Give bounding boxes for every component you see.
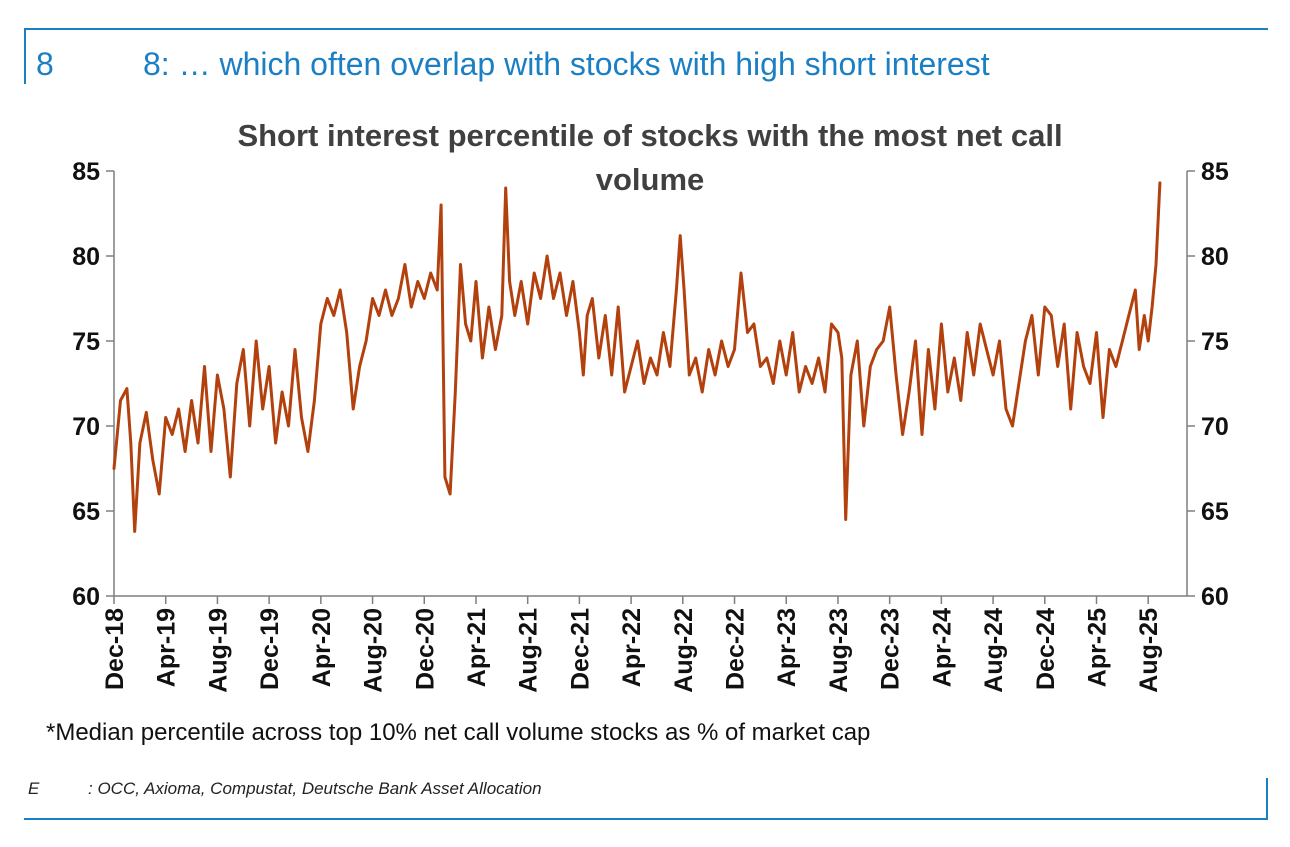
chart-title: Short interest percentile of stocks with… xyxy=(237,118,1062,197)
x-tick-label: Dec-23 xyxy=(877,608,905,690)
y-tick-label-right: 75 xyxy=(1201,328,1229,356)
figure-number: 8 xyxy=(36,46,54,82)
y-tick-label-right: 65 xyxy=(1201,498,1229,526)
header-top-rule xyxy=(24,28,1268,30)
figure-title: 8: … which often overlap with stocks wit… xyxy=(143,46,990,82)
chart-axes: 60 60 65 65 70 70 75 75 80 80 85 85 Dec-18 Apr-19 Aug-… xyxy=(72,158,1229,693)
x-tick-label: Apr-20 xyxy=(308,608,336,687)
y-tick-label-right: 70 xyxy=(1201,413,1229,441)
chart-title-line: Short interest percentile of stocks with… xyxy=(237,118,1062,153)
x-tick-label: Aug-25 xyxy=(1135,608,1163,693)
source-text: : OCC, Axioma, Compustat, Deutsche Bank … xyxy=(88,779,542,798)
series-line xyxy=(112,181,1162,533)
x-tick-label: Apr-24 xyxy=(928,608,956,687)
x-tick-label: Apr-21 xyxy=(463,608,491,687)
x-tick-label: Aug-24 xyxy=(980,608,1008,693)
x-tick-label: Apr-25 xyxy=(1084,608,1112,687)
y-tick-label-left: 80 xyxy=(72,243,100,271)
footer-right-rule xyxy=(1266,778,1268,820)
chart-series xyxy=(112,181,1162,533)
x-tick-label: Apr-22 xyxy=(618,608,646,687)
y-tick-label-left: 85 xyxy=(72,158,100,186)
x-tick-label: Aug-23 xyxy=(825,608,853,693)
x-tick-label: Dec-18 xyxy=(101,608,129,690)
y-tick-label-left: 70 xyxy=(72,413,100,441)
x-tick-label: Dec-20 xyxy=(411,608,439,690)
y-tick-label-left: 75 xyxy=(72,328,100,356)
y-tick-label-left: 60 xyxy=(72,583,100,611)
y-tick-label-right: 85 xyxy=(1201,158,1229,186)
x-tick-label: Apr-19 xyxy=(153,608,181,687)
x-tick-label: Dec-24 xyxy=(1032,608,1060,690)
footer-bottom-rule xyxy=(24,818,1268,820)
x-tick-label: Aug-19 xyxy=(204,608,232,693)
x-tick-label: Dec-19 xyxy=(256,608,284,690)
x-tick-label: Apr-23 xyxy=(773,608,801,687)
chart-footnote: *Median percentile across top 10% net ca… xyxy=(46,719,871,746)
x-tick-label: Dec-22 xyxy=(722,608,750,690)
x-tick-label: Aug-22 xyxy=(670,608,698,693)
source-label: E xyxy=(28,779,40,798)
x-tick-label: Aug-20 xyxy=(360,608,388,693)
chart-title-line: volume xyxy=(596,162,705,197)
x-tick-label: Dec-21 xyxy=(566,608,594,690)
header-left-rule xyxy=(24,28,26,84)
x-tick-label: Aug-21 xyxy=(515,608,543,693)
y-tick-label-left: 65 xyxy=(72,498,100,526)
y-tick-label-right: 60 xyxy=(1201,583,1229,611)
y-tick-label-right: 80 xyxy=(1201,243,1229,271)
